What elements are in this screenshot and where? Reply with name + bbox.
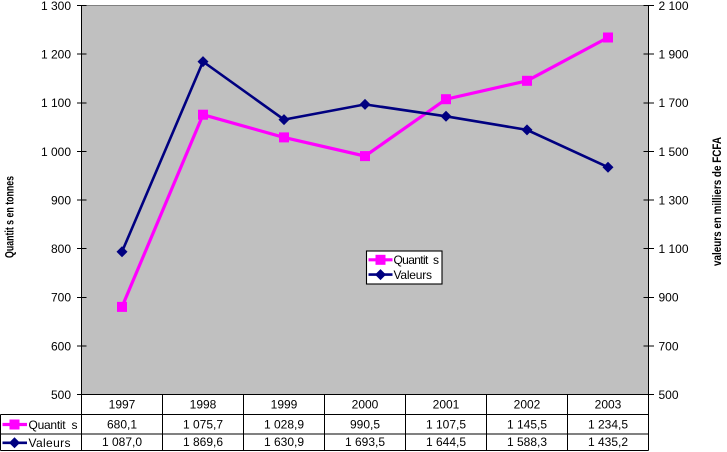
svg-text:1 500: 1 500 xyxy=(659,145,689,159)
svg-text:Quantit s: Quantit s xyxy=(394,253,440,267)
svg-text:1 693,5: 1 693,5 xyxy=(345,435,385,449)
svg-text:1 028,9: 1 028,9 xyxy=(264,418,304,432)
svg-text:800: 800 xyxy=(51,242,71,256)
svg-text:990,5: 990,5 xyxy=(350,418,380,432)
svg-text:700: 700 xyxy=(659,339,679,353)
svg-text:1 435,2: 1 435,2 xyxy=(588,435,628,449)
svg-text:1997: 1997 xyxy=(109,398,136,412)
svg-text:600: 600 xyxy=(51,339,71,353)
svg-text:1 700: 1 700 xyxy=(659,96,689,110)
svg-text:1 087,0: 1 087,0 xyxy=(102,435,142,449)
svg-text:1 869,6: 1 869,6 xyxy=(183,435,223,449)
svg-text:900: 900 xyxy=(51,193,71,207)
svg-text:1 300: 1 300 xyxy=(659,193,689,207)
svg-text:1 000: 1 000 xyxy=(41,145,71,159)
svg-text:680,1: 680,1 xyxy=(107,418,137,432)
svg-text:700: 700 xyxy=(51,291,71,305)
svg-text:Quantit s: Quantit s xyxy=(29,418,78,432)
svg-text:Valeurs: Valeurs xyxy=(29,436,71,450)
svg-text:1 234,5: 1 234,5 xyxy=(588,418,628,432)
svg-text:1 145,5: 1 145,5 xyxy=(507,418,547,432)
svg-text:1 100: 1 100 xyxy=(659,242,689,256)
svg-text:500: 500 xyxy=(659,388,679,402)
svg-text:500: 500 xyxy=(51,388,71,402)
svg-text:1999: 1999 xyxy=(271,398,298,412)
svg-text:1 107,5: 1 107,5 xyxy=(426,418,466,432)
svg-text:1 900: 1 900 xyxy=(659,48,689,62)
svg-text:1 588,3: 1 588,3 xyxy=(507,435,547,449)
svg-text:2003: 2003 xyxy=(595,398,622,412)
svg-text:valeurs en milliers de FCFA: valeurs en milliers de FCFA xyxy=(710,137,724,266)
svg-text:Valeurs: Valeurs xyxy=(394,268,433,282)
svg-text:1998: 1998 xyxy=(190,398,217,412)
svg-text:1 075,7: 1 075,7 xyxy=(183,418,223,432)
svg-text:1 200: 1 200 xyxy=(41,48,71,62)
svg-text:2001: 2001 xyxy=(433,398,460,412)
svg-text:1 644,5: 1 644,5 xyxy=(426,435,466,449)
svg-text:1 630,9: 1 630,9 xyxy=(264,435,304,449)
svg-text:1 300: 1 300 xyxy=(41,0,71,13)
svg-text:2000: 2000 xyxy=(352,398,379,412)
svg-text:1 100: 1 100 xyxy=(41,96,71,110)
svg-text:2 100: 2 100 xyxy=(659,0,689,13)
svg-text:Quantit s en tonnes: Quantit s en tonnes xyxy=(3,176,17,258)
svg-text:900: 900 xyxy=(659,291,679,305)
svg-text:2002: 2002 xyxy=(514,398,541,412)
